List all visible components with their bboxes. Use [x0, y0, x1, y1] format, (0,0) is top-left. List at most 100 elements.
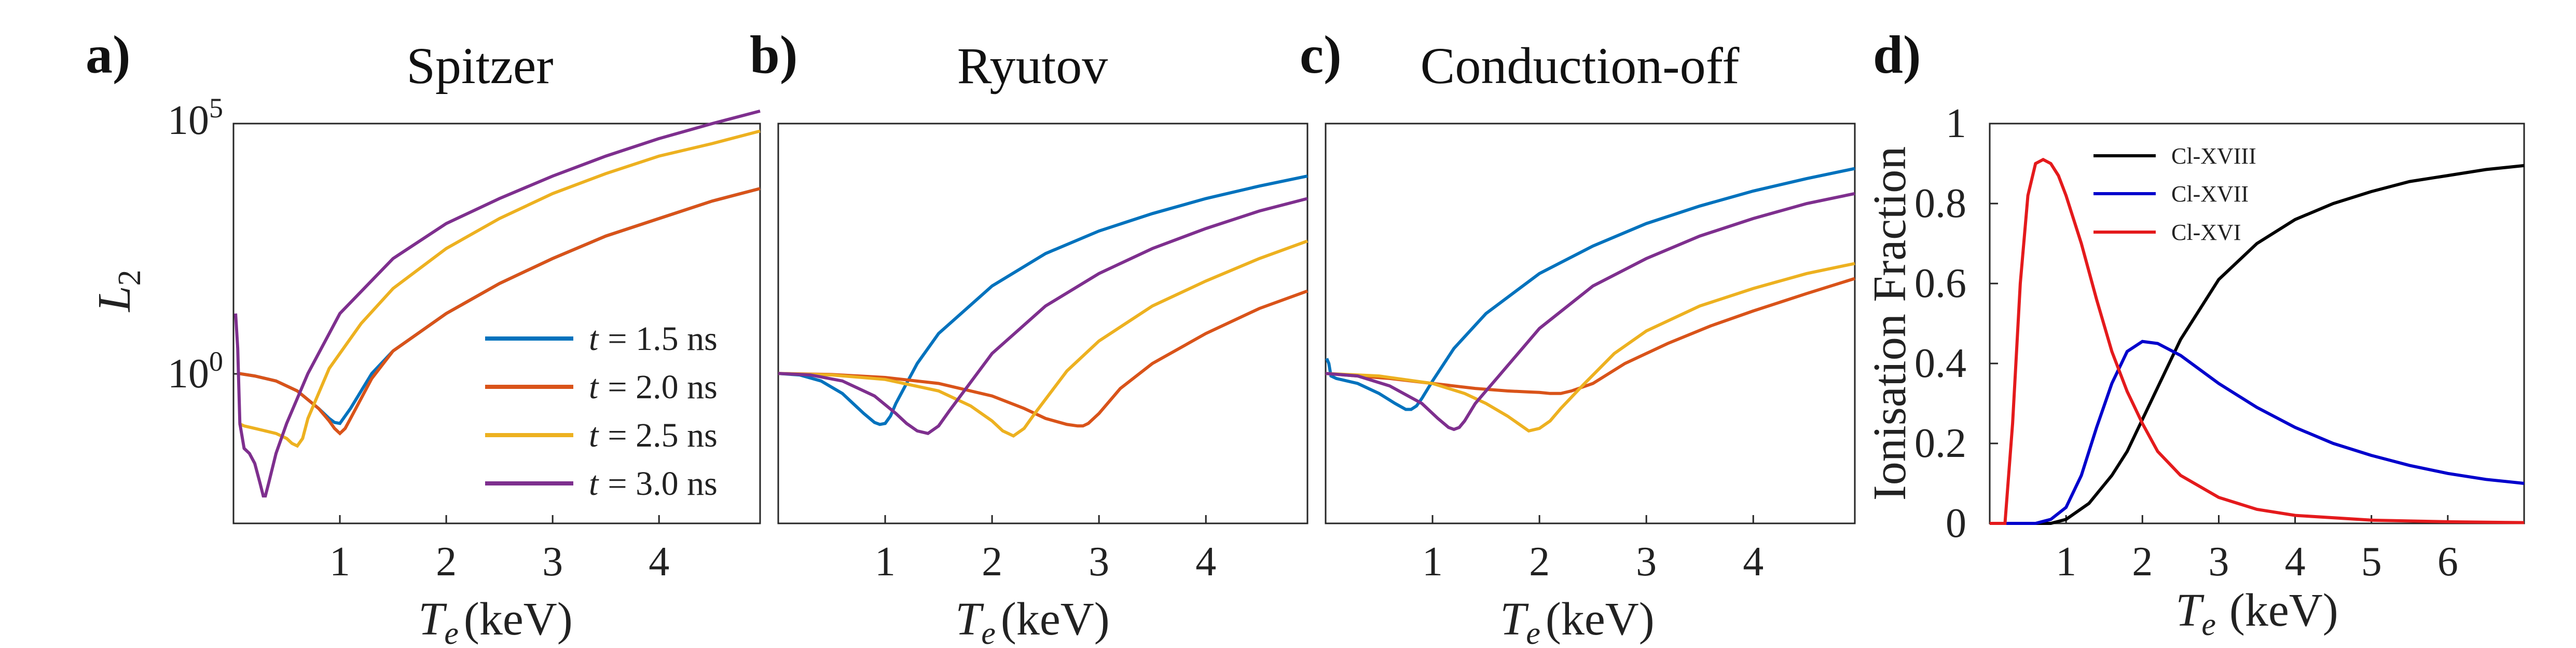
xlabel-unit: (keV)	[2229, 585, 2338, 636]
ytick-base: 10	[168, 98, 209, 143]
panel-d-series	[1990, 157, 2525, 525]
legend-value: = 2.0 ns	[608, 368, 717, 406]
panel-d-xtick-label: 2	[2132, 539, 2153, 585]
panel-b-xticks: 1 2 3 4	[875, 515, 1216, 585]
legend-var: t	[589, 368, 599, 406]
legend-label-cl-xvii: Cl-XVII	[2171, 181, 2249, 207]
panel-c-xtick-label: 2	[1529, 539, 1550, 585]
panel-a-xtick-label: 3	[542, 539, 563, 585]
ytick-exponent: 0	[209, 346, 223, 377]
panel-c-title: Conduction-off	[1421, 37, 1740, 95]
panel-c-xtick-label: 1	[1422, 539, 1443, 585]
panel-d-xtick-label: 4	[2285, 539, 2306, 585]
panel-d-series-line-cl-xviii	[1990, 164, 2525, 525]
panel-a-xtick-label: 2	[436, 539, 457, 585]
panel-d-ytick-label: 0.8	[1914, 181, 1966, 226]
panel-c-axes-box	[1325, 123, 1856, 524]
panel-d-ylabel: Ionisation Fraction	[1864, 146, 1916, 501]
panel-b-series-line-2.0ns	[778, 289, 1308, 428]
panel-d-ytick-label: 0.2	[1914, 421, 1966, 466]
panel-d-xlabel: Te (keV)	[2175, 585, 2338, 642]
xlabel-subscript: e	[981, 616, 996, 648]
legend-label-cl-xvi: Cl-XVI	[2171, 220, 2241, 245]
legend-label-3.0ns: t = 3.0 ns	[589, 465, 718, 503]
panel-b-label: b)	[750, 25, 797, 85]
xlabel-unit: (keV)	[1546, 593, 1655, 645]
panel-b-xtick-label: 2	[982, 539, 1002, 585]
panel-a-series-line-3.0ns	[234, 109, 761, 498]
panel-d-label: d)	[1873, 25, 1921, 85]
panel-d-ytick-label: 1	[1946, 101, 1966, 146]
xlabel-main: T	[955, 593, 984, 645]
panel-c-xticks: 1 2 3 4	[1422, 515, 1764, 585]
panel-d-xtick-label: 3	[2208, 539, 2229, 585]
panel-d-xtick-label: 6	[2437, 539, 2458, 585]
panel-b-series-line-2.5ns	[778, 239, 1308, 438]
ytick-base: 10	[168, 351, 209, 397]
panel-b-xtick-label: 4	[1195, 539, 1216, 585]
panel-b-title: Ryutov	[957, 37, 1108, 95]
ylabel-main: L	[89, 286, 140, 313]
panel-d-axes-box	[1989, 123, 2525, 524]
legend-value: = 1.5 ns	[608, 320, 717, 358]
legend-var: t	[589, 416, 599, 454]
panel-a-title: Spitzer	[406, 37, 553, 95]
panel-a-label: a)	[86, 25, 131, 85]
panel-d-ytick-label: 0.6	[1914, 261, 1966, 306]
panel-c-series-line-1.5ns	[1325, 167, 1855, 411]
panel-b-series-line-3.0ns	[778, 197, 1308, 436]
panel-d-legend: Cl-XVIII Cl-XVII Cl-XVI	[2093, 143, 2256, 245]
xlabel-main: T	[2175, 585, 2205, 636]
panel-b: b) Ryutov 1 2 3 4 Te (keV)	[750, 25, 1308, 648]
panel-b-xlabel: Te (keV)	[955, 593, 1109, 648]
panel-c-xlabel: Te (keV)	[1500, 593, 1654, 648]
legend-label-2.5ns: t = 2.5 ns	[589, 416, 718, 454]
ylabel-subscript: 2	[112, 269, 147, 286]
legend-label-cl-xviii: Cl-XVIII	[2171, 143, 2256, 169]
legend-value: = 3.0 ns	[608, 465, 717, 503]
panel-c-series	[1325, 167, 1855, 433]
panel-a-series-line-2.5ns	[238, 129, 761, 448]
panel-b-axes-box	[777, 123, 1308, 524]
panel-b-xtick-label: 3	[1089, 539, 1109, 585]
panel-a-series-line-2.0ns	[238, 187, 761, 436]
xlabel-unit: (keV)	[464, 593, 573, 645]
panel-b-series-line-1.5ns	[778, 174, 1308, 426]
panel-a-xtick-label: 1	[329, 539, 350, 585]
panel-d: d) 1 2 3 4 5 6 0 0.2 0.4 0.6 0.8	[1864, 25, 2525, 642]
panel-d-yticks: 0 0.2 0.4 0.6 0.8 1	[1914, 101, 1998, 546]
panel-d-xtick-label: 5	[2361, 539, 2382, 585]
panel-a: a) Spitzer 1 2 3 4 105 100 L2 Te (keV)	[86, 25, 761, 648]
xlabel-subscript: e	[444, 616, 459, 648]
panel-a-ylabel: L2	[89, 269, 147, 313]
panel-a-xlabel: Te (keV)	[418, 593, 572, 648]
panel-d-series-line-cl-xvi	[1990, 157, 2525, 525]
xlabel-main: T	[1500, 593, 1529, 645]
panel-a-xtick-label: 4	[649, 539, 669, 585]
panel-a-legend: t = 1.5 ns t = 2.0 ns t = 2.5 ns t = 3.0 ns	[485, 320, 718, 503]
panel-d-ytick-label: 0	[1946, 501, 1966, 546]
panel-c-xtick-label: 3	[1636, 539, 1657, 585]
panel-a-ytick-label-1e0: 100	[168, 346, 223, 397]
panel-d-series-line-cl-xvii	[1990, 340, 2525, 525]
xlabel-subscript: e	[2201, 607, 2216, 642]
panel-a-xticks: 1 2 3 4	[329, 515, 669, 585]
panel-a-ytick-label-1e5: 105	[168, 92, 223, 143]
panel-c: c) Conduction-off 1 2 3 4 Te (keV)	[1300, 25, 1856, 648]
panel-c-series-line-2.5ns	[1325, 262, 1855, 433]
panel-c-xtick-label: 4	[1743, 539, 1764, 585]
legend-value: = 2.5 ns	[608, 416, 717, 454]
ytick-exponent: 5	[209, 92, 223, 124]
panel-b-xtick-label: 1	[875, 539, 896, 585]
legend-label-1.5ns: t = 1.5 ns	[589, 320, 718, 358]
legend-var: t	[589, 465, 599, 503]
xlabel-unit: (keV)	[1001, 593, 1110, 645]
panel-c-label: c)	[1300, 25, 1342, 85]
panel-d-ytick-label: 0.4	[1914, 341, 1966, 386]
xlabel-subscript: e	[1526, 616, 1540, 648]
panel-b-series	[778, 174, 1308, 438]
xlabel-main: T	[418, 593, 447, 645]
legend-label-2.0ns: t = 2.0 ns	[589, 368, 718, 406]
panel-c-series-line-3.0ns	[1325, 192, 1855, 431]
